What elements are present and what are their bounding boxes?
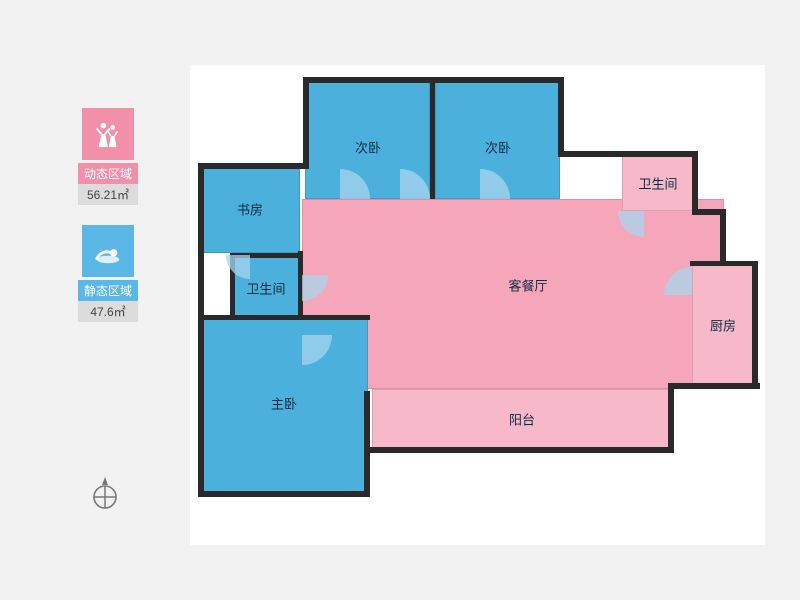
wall-16 xyxy=(558,151,622,157)
wall-14 xyxy=(618,151,698,157)
wall-17 xyxy=(430,79,435,199)
wall-4 xyxy=(198,315,204,497)
wall-20 xyxy=(230,253,235,319)
compass-icon xyxy=(90,475,120,511)
room-balcony xyxy=(372,389,672,449)
wall-11 xyxy=(720,209,726,265)
room-study xyxy=(200,165,300,253)
legend-static: 静态区域 47.6㎡ xyxy=(78,225,138,322)
floorplan: 客餐厅次卧次卧书房卫生间主卧卫生间厨房阳台 xyxy=(190,65,765,545)
legend-dynamic-label: 动态区域 xyxy=(78,163,138,184)
room-bath1 xyxy=(622,155,694,211)
room-kitchen xyxy=(692,265,754,385)
legend-dynamic-value: 56.21㎡ xyxy=(78,184,138,205)
legend-static-value: 47.6㎡ xyxy=(78,301,138,322)
wall-15 xyxy=(558,77,564,155)
wall-8 xyxy=(668,383,674,453)
wall-21 xyxy=(198,315,370,320)
room-bedroom2a xyxy=(305,79,430,199)
room-bedroom2b xyxy=(435,79,560,199)
wall-22 xyxy=(690,261,756,266)
wall-10 xyxy=(752,261,758,389)
wall-7 xyxy=(364,447,674,453)
wall-6 xyxy=(364,391,370,497)
legend: 动态区域 56.21㎡ 静态区域 47.6㎡ xyxy=(78,108,138,342)
sleep-icon xyxy=(82,225,134,277)
people-icon xyxy=(82,108,134,160)
wall-2 xyxy=(198,163,309,169)
legend-dynamic: 动态区域 56.21㎡ xyxy=(78,108,138,205)
wall-9 xyxy=(668,383,760,389)
wall-5 xyxy=(198,491,370,497)
legend-static-label: 静态区域 xyxy=(78,280,138,301)
room-master xyxy=(200,317,368,492)
wall-3 xyxy=(198,163,204,321)
room-bath2 xyxy=(232,257,300,317)
wall-19 xyxy=(230,253,302,258)
wall-18 xyxy=(298,251,303,319)
wall-1 xyxy=(303,77,309,167)
wall-13 xyxy=(692,151,698,213)
